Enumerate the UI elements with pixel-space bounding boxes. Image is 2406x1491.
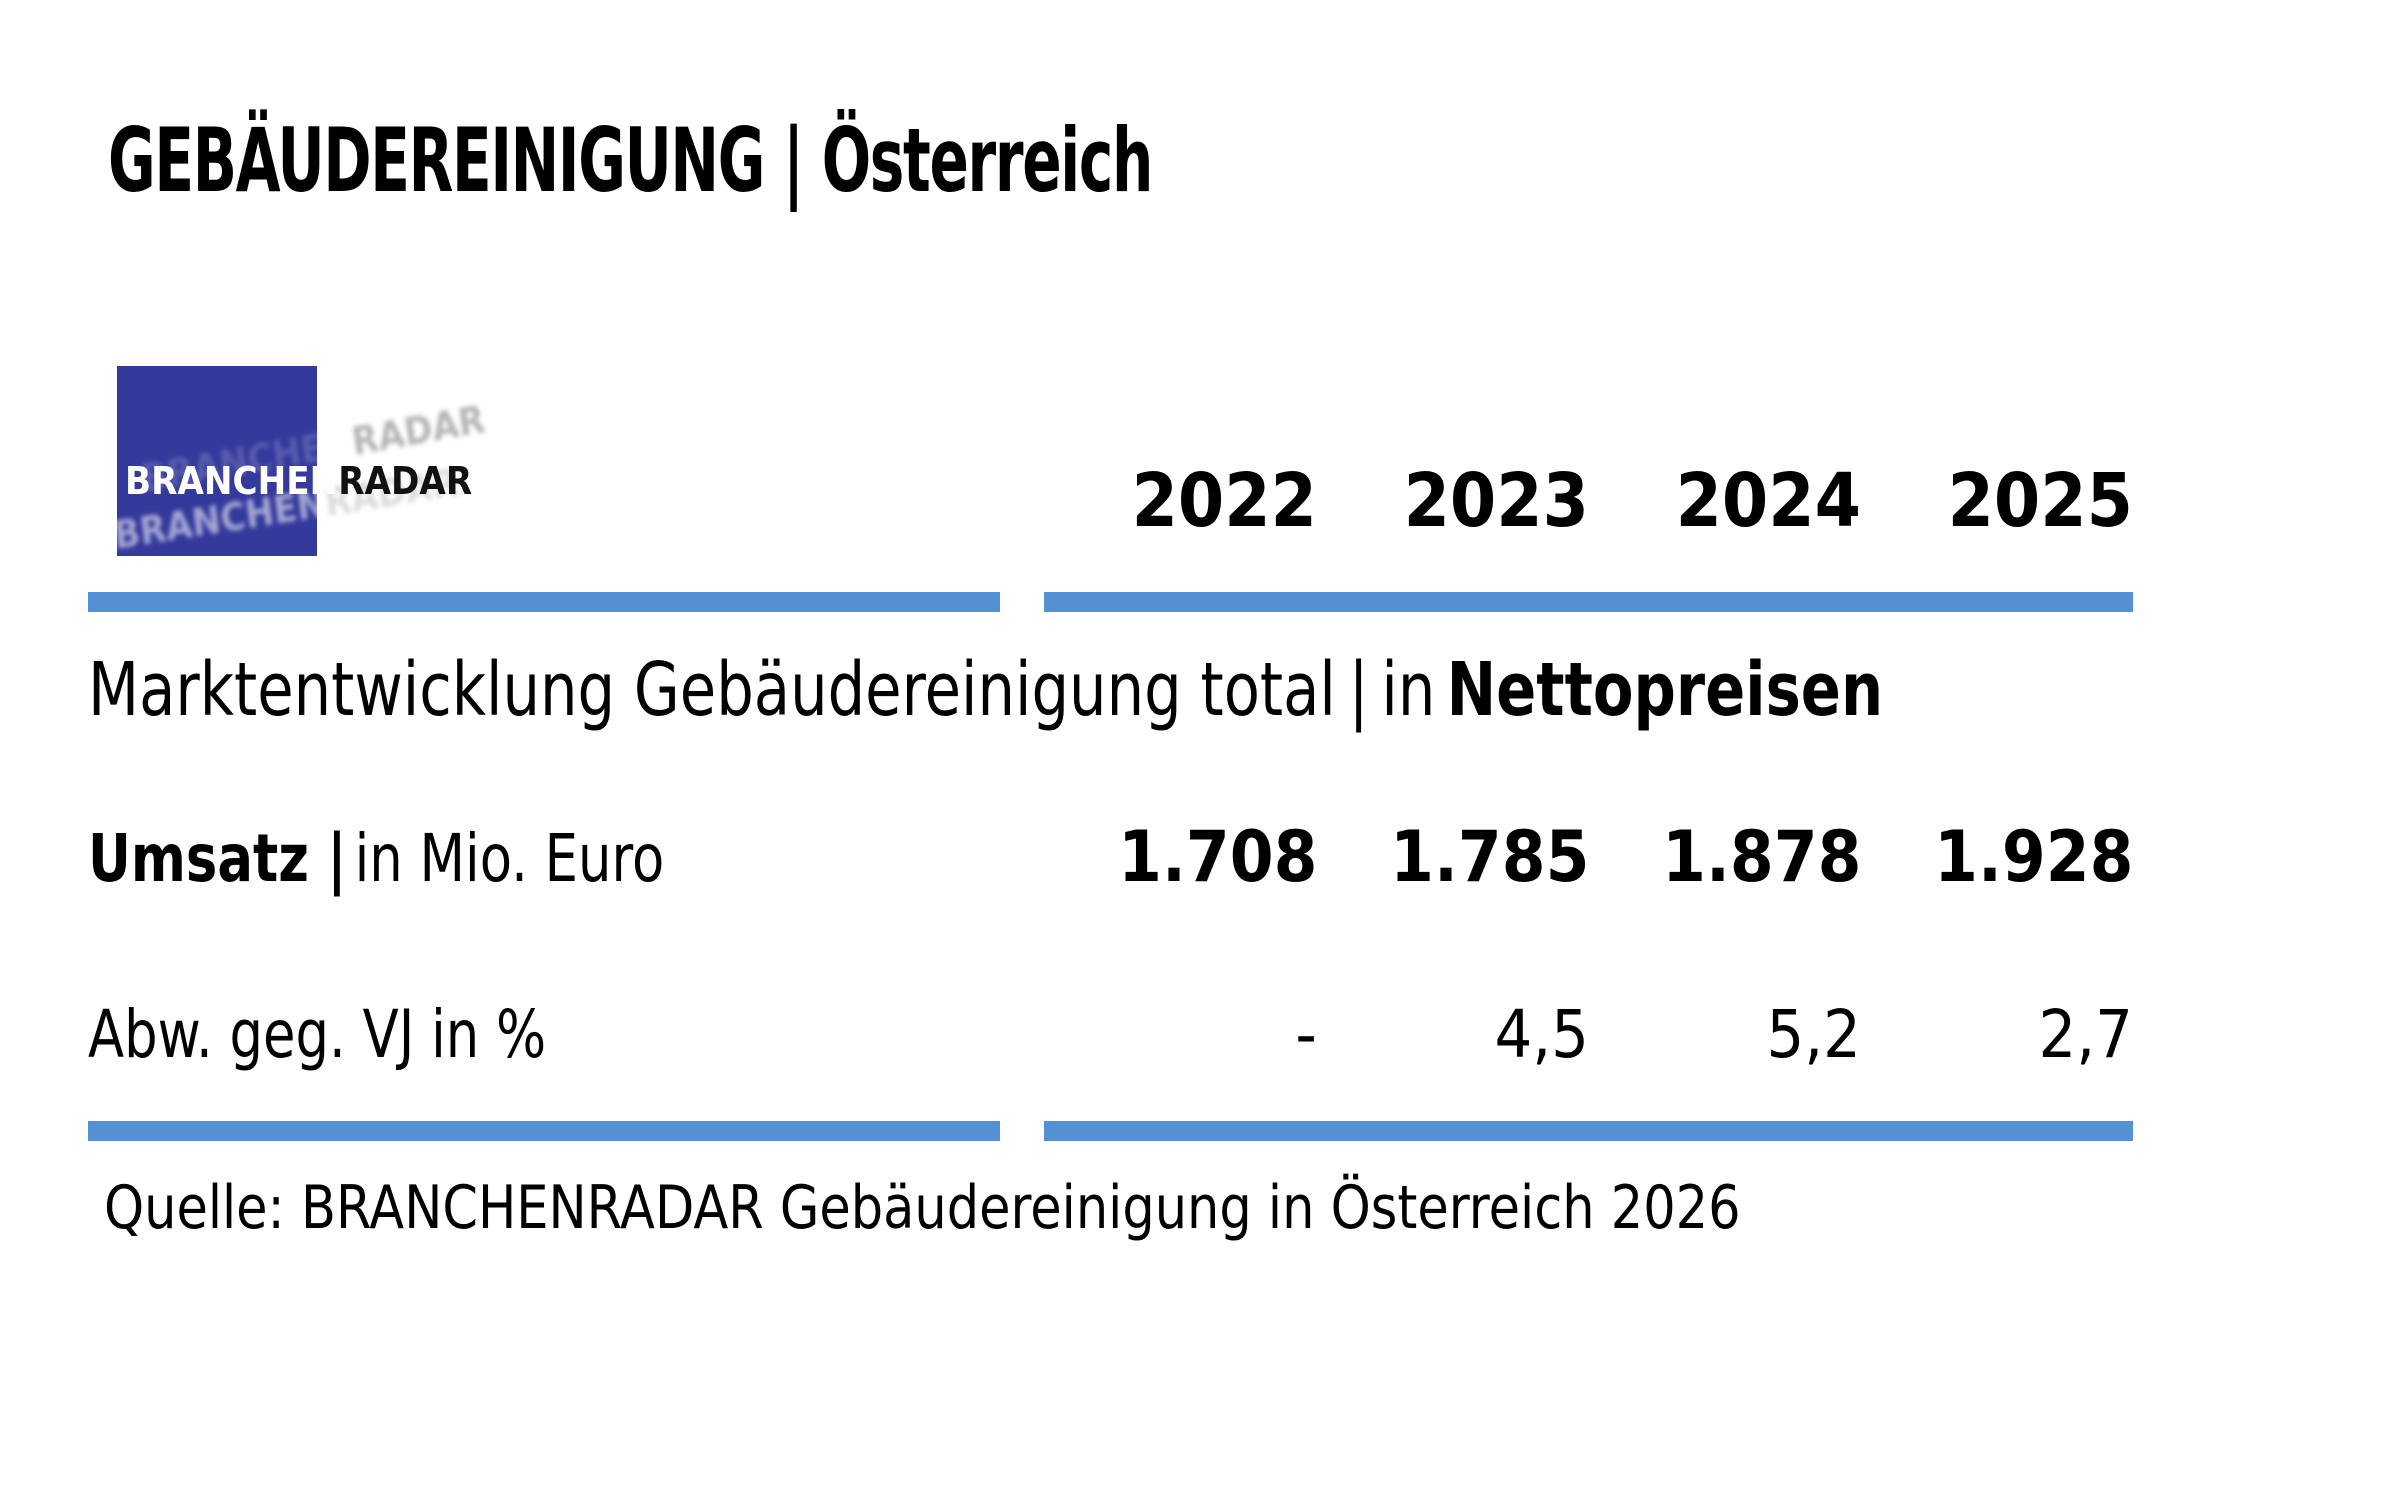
umsatz-label-unit: in Mio. Euro — [354, 819, 665, 897]
report-page: GEBÄUDEREINIGUNG | Österreich BRANCHENRA… — [0, 110, 2406, 1491]
abweichung-row-label: Abw. geg. VJ in % — [88, 995, 1045, 1074]
year-header-2022: 2022 — [1131, 458, 1317, 545]
umsatz-value-2025: 1.928 — [1933, 815, 2133, 898]
umsatz-value-2023: 1.785 — [1389, 815, 1589, 898]
table-header-row: BRANCHENRADAR BRANCHENRADAR BRANCHENRADA… — [88, 366, 2133, 558]
abweichung-label: Abw. geg. VJ in % — [88, 995, 547, 1073]
page-title-text: GEBÄUDEREINIGUNG | Österreich — [108, 109, 1153, 212]
top-divider-left-segment — [88, 592, 1000, 613]
logo-square — [117, 366, 317, 557]
abweichung-value-2024: 5,2 — [1766, 995, 1861, 1073]
source-text: Quelle: BRANCHENRADAR Gebäudereinigung i… — [104, 1173, 1741, 1244]
bottom-divider — [88, 1121, 2133, 1142]
year-header-2025: 2025 — [1947, 458, 2133, 545]
section-header-separator: | — [1348, 647, 1369, 734]
abweichung-value-2022: - — [1295, 995, 1317, 1073]
logo-cell: BRANCHENRADAR BRANCHENRADAR BRANCHENRADA… — [88, 366, 1045, 558]
logo-part-radar: RADAR — [338, 459, 473, 504]
page-title: GEBÄUDEREINIGUNG | Österreich — [108, 110, 2133, 211]
abweichung-value-2025: 2,7 — [2038, 995, 2133, 1073]
year-header-2023: 2023 — [1403, 458, 1589, 545]
table-row-abweichung: Abw. geg. VJ in % - 4,5 5,2 2,7 — [88, 995, 2133, 1074]
table-row-umsatz: Umsatz | in Mio. Euro 1.708 1.785 1.878 1… — [88, 815, 2133, 899]
umsatz-label-bold: Umsatz | — [88, 819, 347, 897]
section-header-mid: in — [1381, 647, 1436, 734]
bottom-divider-left-segment — [88, 1121, 1000, 1142]
abweichung-value-2023: 4,5 — [1494, 995, 1589, 1073]
top-divider — [88, 592, 2133, 613]
umsatz-value-2024: 1.878 — [1661, 815, 1861, 898]
umsatz-row-label: Umsatz | in Mio. Euro — [88, 819, 1045, 898]
source-line: Quelle: BRANCHENRADAR Gebäudereinigung i… — [104, 1172, 2133, 1244]
section-header: Marktentwicklung Gebäudereinigung total |… — [88, 646, 2133, 735]
section-header-text: Marktentwicklung Gebäudereinigung total — [88, 647, 1336, 734]
logo-wordmark-main: BRANCHENRADAR — [125, 459, 472, 503]
branchenradar-logo: BRANCHENRADAR BRANCHENRADAR BRANCHENRADA… — [111, 366, 488, 558]
section-header-bold: Nettopreisen — [1446, 647, 1884, 734]
bottom-divider-right-segment — [1044, 1121, 2133, 1142]
top-divider-right-segment — [1044, 592, 2133, 613]
logo-part-branchen: BRANCHEN — [125, 459, 339, 504]
year-header-2024: 2024 — [1675, 458, 1861, 545]
umsatz-value-2022: 1.708 — [1117, 815, 1317, 898]
logo-wordmark: BRANCHENRADAR BRANCHENRADAR BRANCHENRADA… — [111, 397, 487, 558]
